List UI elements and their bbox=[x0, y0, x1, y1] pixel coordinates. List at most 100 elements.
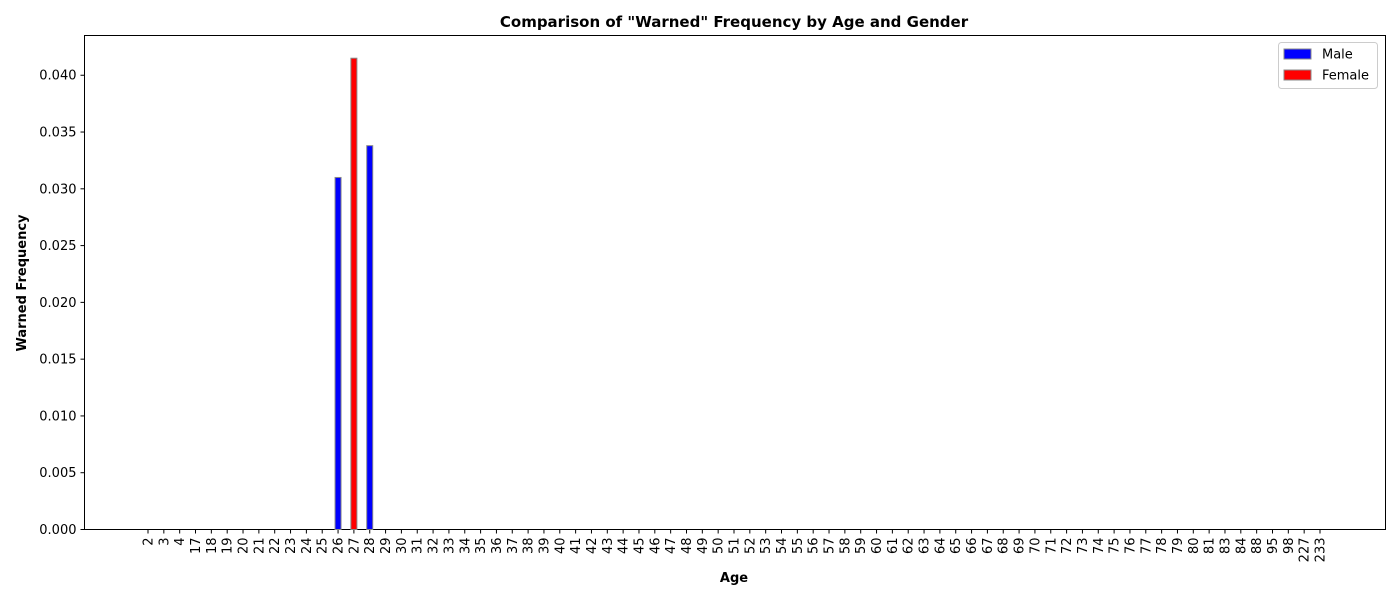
y-tick-label: 0.005 bbox=[39, 466, 76, 481]
x-tick-label: 60 bbox=[870, 538, 885, 555]
x-tick-label: 65 bbox=[949, 538, 964, 555]
x-tick-label: 27 bbox=[347, 538, 362, 555]
x-tick-label: 71 bbox=[1044, 538, 1059, 555]
x-tick-label: 22 bbox=[268, 538, 283, 555]
x-tick-label: 18 bbox=[205, 538, 220, 555]
x-tick-label: 43 bbox=[601, 538, 616, 555]
x-tick-label: 35 bbox=[474, 538, 489, 555]
x-tick-label: 72 bbox=[1060, 538, 1075, 555]
x-tick-label: 39 bbox=[537, 538, 552, 555]
x-tick-label: 52 bbox=[743, 538, 758, 555]
x-tick-label: 83 bbox=[1218, 538, 1233, 555]
x-tick-label: 76 bbox=[1123, 538, 1138, 555]
y-tick-label: 0.040 bbox=[39, 69, 76, 84]
x-tick-label: 17 bbox=[189, 538, 204, 555]
x-tick-label: 59 bbox=[854, 538, 869, 555]
x-tick-label: 67 bbox=[981, 538, 996, 555]
x-tick-label: 50 bbox=[712, 538, 727, 555]
x-tick-label: 73 bbox=[1076, 538, 1091, 555]
y-tick-label: 0.035 bbox=[39, 126, 76, 141]
x-tick-label: 78 bbox=[1155, 538, 1170, 555]
x-tick-label: 66 bbox=[965, 538, 980, 555]
x-tick-label: 77 bbox=[1139, 538, 1154, 555]
x-tick-label: 53 bbox=[759, 538, 774, 555]
x-tick-label: 45 bbox=[632, 538, 647, 555]
x-tick-label: 75 bbox=[1108, 538, 1123, 555]
x-tick-label: 64 bbox=[933, 538, 948, 555]
y-tick-label: 0.010 bbox=[39, 409, 76, 424]
x-tick-label: 95 bbox=[1266, 538, 1281, 555]
x-tick-label: 80 bbox=[1187, 538, 1202, 555]
bar-male-28 bbox=[366, 145, 374, 531]
x-tick-label: 49 bbox=[696, 538, 711, 555]
x-tick-label: 34 bbox=[458, 538, 473, 555]
y-tick-label: 0.030 bbox=[39, 182, 76, 197]
plot-frame bbox=[84, 35, 1386, 530]
x-tick-label: 31 bbox=[411, 538, 426, 555]
x-tick-label: 79 bbox=[1171, 538, 1186, 555]
x-tick-label: 48 bbox=[680, 538, 695, 555]
x-tick-label: 227 bbox=[1298, 538, 1313, 563]
legend-swatch-male bbox=[1283, 48, 1312, 60]
x-tick-label: 42 bbox=[585, 538, 600, 555]
x-tick-label: 233 bbox=[1314, 538, 1329, 563]
x-tick-label: 46 bbox=[648, 538, 663, 555]
y-axis-label: Warned Frequency bbox=[15, 214, 30, 352]
x-tick-label: 32 bbox=[427, 538, 442, 555]
legend-swatch-female bbox=[1283, 69, 1312, 81]
x-tick-label: 56 bbox=[807, 538, 822, 555]
x-tick-label: 3 bbox=[157, 538, 172, 546]
x-tick-label: 28 bbox=[363, 538, 378, 555]
x-tick-label: 69 bbox=[1013, 538, 1028, 555]
legend: Male Female bbox=[1278, 42, 1378, 89]
y-tick-label: 0.015 bbox=[39, 353, 76, 368]
chart-title: Comparison of "Warned" Frequency by Age … bbox=[500, 13, 969, 31]
y-tick-label: 0.000 bbox=[39, 523, 76, 538]
x-tick-label: 4 bbox=[173, 538, 188, 546]
x-tick-label: 55 bbox=[791, 538, 806, 555]
legend-label-male: Male bbox=[1322, 48, 1353, 63]
x-tick-label: 36 bbox=[490, 538, 505, 555]
x-tick-label: 40 bbox=[553, 538, 568, 555]
y-tick-label: 0.025 bbox=[39, 239, 76, 254]
x-tick-label: 98 bbox=[1282, 538, 1297, 555]
x-tick-label: 21 bbox=[252, 538, 267, 555]
x-tick-label: 68 bbox=[997, 538, 1012, 555]
x-axis: 2 3 4 17 18 19 20 21 22 23 24 25 26 27 28 29 30 31 32 33 34 3… bbox=[142, 529, 1329, 563]
y-tick-label: 0.020 bbox=[39, 296, 76, 311]
x-tick-label: 81 bbox=[1203, 538, 1218, 555]
x-tick-label: 20 bbox=[237, 538, 252, 555]
x-tick-label: 38 bbox=[522, 538, 537, 555]
x-tick-label: 47 bbox=[664, 538, 679, 555]
x-tick-label: 51 bbox=[728, 538, 743, 555]
x-tick-label: 19 bbox=[221, 538, 236, 555]
y-axis: 0.000 0.005 0.010 0.015 0.020 0.025 0.030 0.035… bbox=[39, 69, 85, 538]
x-tick-label: 25 bbox=[316, 538, 331, 555]
x-tick-label: 54 bbox=[775, 538, 790, 555]
x-tick-label: 41 bbox=[569, 538, 584, 555]
x-tick-label: 33 bbox=[442, 538, 457, 555]
x-tick-label: 24 bbox=[300, 538, 315, 555]
x-tick-label: 29 bbox=[379, 538, 394, 555]
x-tick-label: 37 bbox=[506, 538, 521, 555]
x-tick-label: 88 bbox=[1250, 538, 1265, 555]
x-tick-label: 30 bbox=[395, 538, 410, 555]
x-axis-label: Age bbox=[720, 571, 748, 586]
x-tick-label: 84 bbox=[1234, 538, 1249, 555]
x-tick-label: 2 bbox=[142, 538, 157, 546]
x-tick-label: 57 bbox=[823, 538, 838, 555]
x-tick-label: 63 bbox=[918, 538, 933, 555]
x-tick-label: 74 bbox=[1092, 538, 1107, 555]
x-tick-label: 26 bbox=[332, 538, 347, 555]
x-tick-label: 62 bbox=[902, 538, 917, 555]
bars bbox=[334, 57, 374, 531]
bar-female-27 bbox=[350, 57, 358, 530]
x-tick-label: 23 bbox=[284, 538, 299, 555]
bar-male-26 bbox=[334, 176, 342, 531]
x-tick-label: 61 bbox=[886, 538, 901, 555]
x-tick-label: 44 bbox=[617, 538, 632, 555]
legend-label-female: Female bbox=[1322, 69, 1369, 84]
x-tick-label: 70 bbox=[1028, 538, 1043, 555]
